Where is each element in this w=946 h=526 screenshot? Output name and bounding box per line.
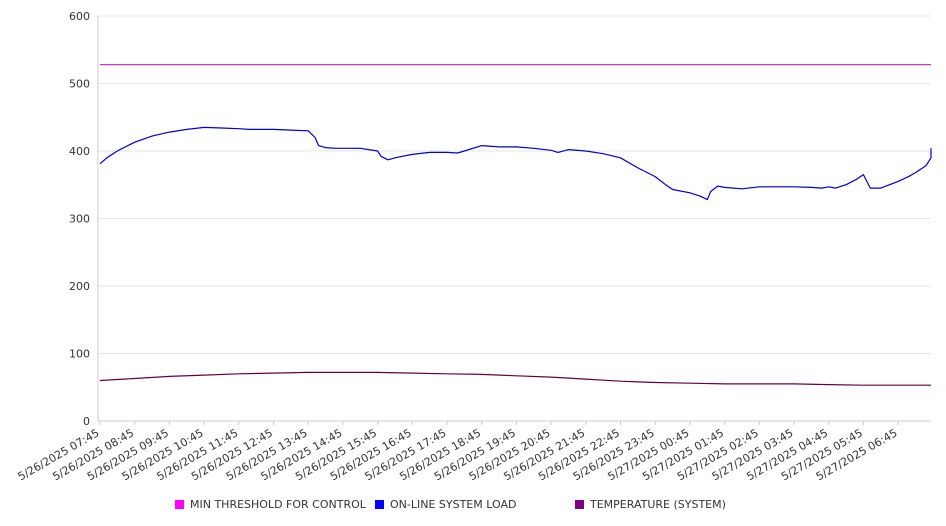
legend-swatch-temperature-system <box>575 500 584 509</box>
series-line-temperature-system <box>99 371 931 386</box>
legend-item-temperature-system[interactable]: TEMPERATURE (SYSTEM) <box>575 498 726 511</box>
legend-swatch-min-threshold <box>175 500 184 509</box>
x-axis-tick-labels: 5/26/2025 07:455/26/2025 08:455/26/2025 … <box>16 426 900 483</box>
gridlines <box>98 15 931 354</box>
y-tick-label: 500 <box>69 78 90 91</box>
legend-swatch-online-system-load <box>375 500 384 509</box>
series-line-online-system-load <box>99 126 932 201</box>
y-tick-label: 0 <box>83 415 90 428</box>
legend-label-online-system-load: ON-LINE SYSTEM LOAD <box>390 498 517 511</box>
axes <box>97 16 931 425</box>
y-tick-label: 600 <box>69 10 90 23</box>
y-tick-label: 200 <box>69 280 90 293</box>
legend-item-min-threshold[interactable]: MIN THRESHOLD FOR CONTROL <box>175 498 366 511</box>
series-lines <box>99 63 932 386</box>
y-axis-tick-labels: 0 100 200 300 400 500 600 <box>69 10 90 428</box>
legend-label-temperature-system: TEMPERATURE (SYSTEM) <box>590 498 726 511</box>
legend-item-online-system-load[interactable]: ON-LINE SYSTEM LOAD <box>375 498 516 511</box>
y-tick-label: 400 <box>69 145 90 158</box>
legend-label-min-threshold: MIN THRESHOLD FOR CONTROL <box>190 498 366 511</box>
y-tick-label: 100 <box>69 348 90 361</box>
y-tick-label: 300 <box>69 213 90 226</box>
legend: MIN THRESHOLD FOR CONTROL ON-LINE SYSTEM… <box>0 498 946 514</box>
